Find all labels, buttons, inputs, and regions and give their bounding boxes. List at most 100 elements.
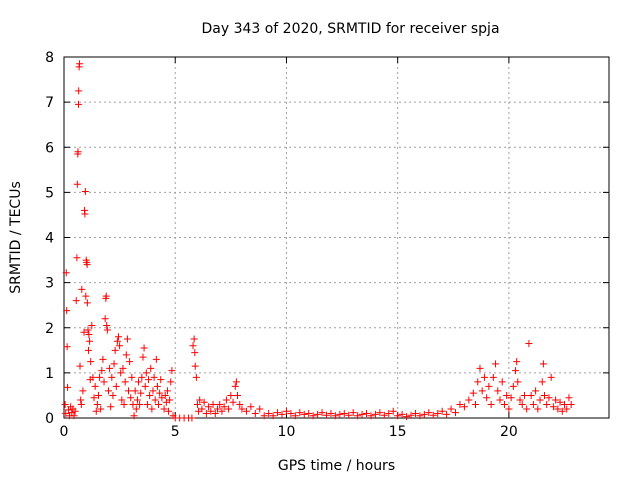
data-point [127,394,135,402]
axis-ticks: 0 5 10 15 20 0 1 2 3 4 5 6 7 8 [45,50,609,440]
data-point [113,337,121,345]
chart-title: Day 343 of 2020, SRMTID for receiver spj… [201,21,499,37]
data-point [278,410,286,418]
data-point [507,394,515,402]
data-point [80,328,88,336]
data-point [100,378,108,386]
data-point [147,364,155,372]
data-point [363,409,371,417]
data-point [167,378,175,386]
data-point [91,382,99,390]
data-point [143,400,151,408]
data-point [117,369,125,377]
data-point [188,414,196,422]
data-point [538,378,546,386]
data-point [558,407,566,415]
data-point [274,409,282,417]
data-point [251,409,259,417]
data-point [205,403,213,411]
data-point [86,337,94,345]
data-point [478,387,486,395]
data-point [149,387,157,395]
data-point [540,391,548,399]
data-point [489,373,497,381]
y-tick-label: 8 [45,50,54,66]
data-point [119,364,127,372]
data-point [242,407,250,415]
data-point [77,400,85,408]
data-point [513,358,521,366]
data-point [300,410,308,418]
data-point [287,409,295,417]
data-point [247,403,255,411]
data-point [354,412,362,420]
data-point [331,412,339,420]
data-point [567,400,575,408]
data-point [527,391,535,399]
data-point [380,411,388,419]
data-point [168,367,176,375]
data-point [88,321,96,329]
data-point [485,382,493,390]
data-point [78,285,86,293]
data-point [156,389,164,397]
x-tick-label: 0 [60,424,69,440]
data-point [211,409,219,417]
data-point [472,400,480,408]
data-point [163,387,171,395]
data-point [193,400,201,408]
x-tick-label: 5 [171,424,180,440]
data-point [76,60,84,68]
data-point [552,396,560,404]
y-tick-label: 1 [45,366,54,382]
data-point [543,400,551,408]
data-point [166,396,174,404]
data-point [480,373,488,381]
data-point [532,387,540,395]
data-point [83,261,91,269]
data-point [148,405,156,413]
data-point [74,100,82,108]
data-point [447,405,455,413]
data-point [145,376,153,384]
data-point [207,407,215,415]
data-point [110,360,118,368]
data-point [115,333,122,341]
data-point [62,269,70,277]
data-point [120,400,128,408]
data-point [198,405,206,413]
data-point [529,400,537,408]
data-point [500,400,508,408]
y-tick-label: 5 [45,185,54,201]
data-point [494,387,502,395]
data-point [63,307,71,315]
data-point [140,344,148,352]
data-point [165,407,173,415]
data-point [474,378,482,386]
data-point [92,407,100,415]
data-point [79,387,87,395]
data-point [131,387,139,395]
data-point [231,382,239,390]
data-point [142,369,150,377]
data-point [109,391,117,399]
data-point [137,389,145,397]
data-point [146,391,154,399]
data-point [213,405,221,413]
data-point [73,180,81,188]
data-point [358,410,366,418]
y-axis-label: SRMTID / TECUs [8,181,24,294]
data-point [456,400,464,408]
data-point [420,410,428,418]
data-point [371,410,379,418]
x-tick-label: 10 [278,424,296,440]
data-point [112,382,120,390]
data-point [518,400,526,408]
data-point [126,358,134,366]
data-point [503,391,511,399]
data-point [136,400,144,408]
data-point [103,321,111,329]
data-point [138,373,146,381]
data-point [116,342,124,350]
data-point [75,87,83,95]
